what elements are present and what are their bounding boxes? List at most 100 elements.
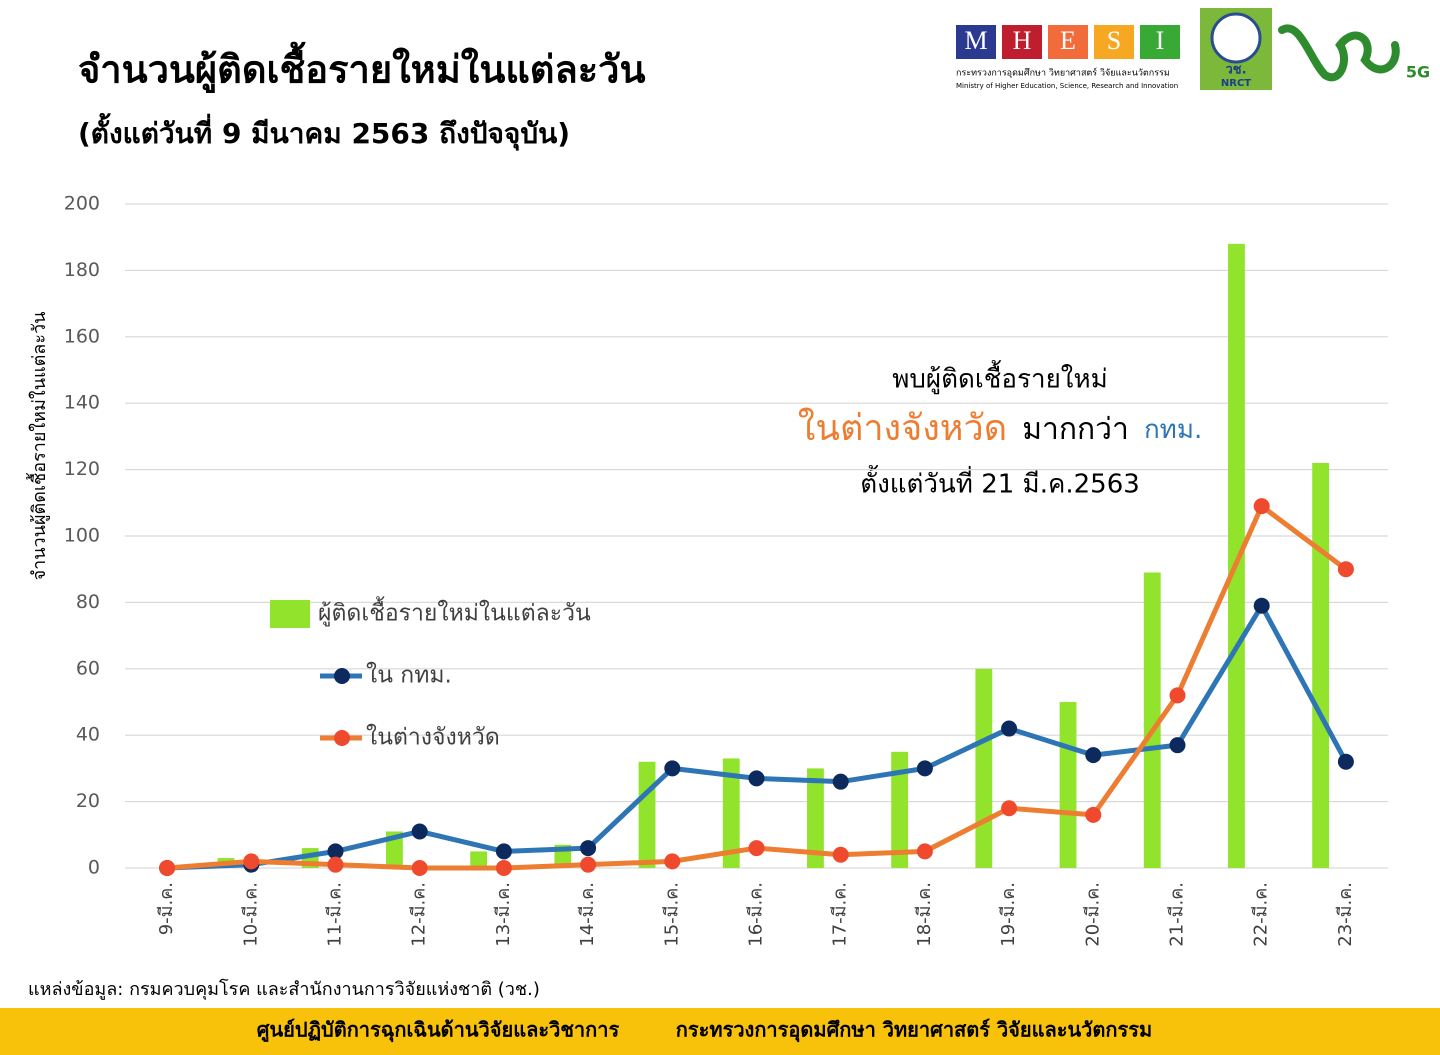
marker bbox=[1169, 687, 1186, 704]
y-tick-label: 20 bbox=[76, 790, 100, 812]
marker bbox=[1085, 806, 1102, 823]
logo-seal bbox=[1210, 12, 1262, 64]
marker bbox=[664, 760, 681, 777]
bar bbox=[638, 761, 656, 868]
x-tick-label: 19-มี.ค. bbox=[998, 882, 1019, 947]
bar bbox=[1228, 243, 1245, 869]
marker bbox=[664, 853, 681, 870]
x-tick-label: 15-มี.ค. bbox=[661, 882, 682, 947]
bar bbox=[1312, 462, 1330, 868]
logo-curve bbox=[1278, 24, 1400, 82]
footer-band bbox=[0, 1008, 1440, 1055]
y-tick-label: 60 bbox=[76, 657, 100, 679]
marker bbox=[832, 846, 849, 863]
x-tick-label: 11-มี.ค. bbox=[325, 882, 346, 947]
x-tick-label: 22-มี.ค. bbox=[1251, 882, 1272, 947]
x-tick-label: 17-มี.ค. bbox=[830, 882, 851, 947]
x-tick-label: 21-มี.ค. bbox=[1167, 882, 1188, 947]
bar bbox=[1143, 572, 1161, 868]
marker bbox=[1169, 737, 1186, 754]
source-note: แหล่งข้อมูล: กรมควบคุมโรค และสำนักงานการ… bbox=[28, 978, 540, 1000]
x-tick-label: 18-มี.ค. bbox=[914, 882, 935, 947]
legend-label: ในต่างจังหวัด bbox=[366, 724, 500, 751]
marker bbox=[1253, 597, 1270, 614]
logo-letter: E bbox=[1060, 26, 1076, 55]
logo-letter: S bbox=[1107, 26, 1121, 55]
logo-letter: I bbox=[1156, 26, 1165, 55]
marker bbox=[327, 843, 344, 860]
logo-text: 5G bbox=[1406, 63, 1430, 82]
chart-subtitle: (ตั้งแต่วันที่ 9 มีนาคม 2563 ถึงปัจจุบัน… bbox=[78, 112, 570, 151]
y-axis-label: จำนวนผู้ติดเชื้อรายใหม่ในแต่ละวัน bbox=[26, 312, 50, 581]
bar bbox=[470, 851, 488, 868]
y-tick-label: 80 bbox=[76, 591, 100, 613]
marker bbox=[411, 823, 428, 840]
marker bbox=[748, 840, 765, 857]
marker bbox=[159, 860, 176, 876]
x-tick-label: 20-มี.ค. bbox=[1082, 882, 1103, 947]
logo-text: Ministry of Higher Education, Science, R… bbox=[956, 82, 1178, 90]
marker bbox=[1337, 753, 1354, 770]
footer-text: ศูนย์ปฏิบัติการฉุกเฉินด้านวิจัยและวิชากา… bbox=[257, 1018, 620, 1044]
logo-box bbox=[1140, 25, 1180, 59]
marker bbox=[748, 770, 765, 787]
logo-letter: H bbox=[1013, 26, 1032, 55]
vc-logo: 5G bbox=[1278, 24, 1430, 82]
logo-letter: M bbox=[964, 26, 987, 55]
y-tick-label: 180 bbox=[64, 259, 100, 281]
marker bbox=[243, 853, 260, 870]
logo-box bbox=[956, 25, 996, 59]
marker bbox=[1001, 720, 1018, 737]
y-tick-label: 100 bbox=[64, 525, 100, 547]
marker bbox=[1337, 561, 1354, 578]
y-tick-label: 120 bbox=[64, 458, 100, 480]
marker bbox=[1085, 747, 1102, 764]
legend-marker bbox=[334, 668, 350, 684]
annotation-highlight: กทม. bbox=[1144, 415, 1202, 445]
bar bbox=[1059, 702, 1077, 868]
annotation-highlight: ในต่างจังหวัด bbox=[798, 407, 1007, 449]
marker bbox=[916, 843, 933, 860]
bar bbox=[722, 758, 740, 868]
legend: ผู้ติดเชื้อรายใหม่ในแต่ละวันใน กทม. ในต่า… bbox=[270, 597, 591, 751]
annotation: พบผู้ติดเชื้อรายใหม่ bbox=[892, 360, 1108, 395]
x-tick-label: 9-มี.ค. bbox=[156, 882, 177, 935]
x-tick-label: 16-มี.ค. bbox=[746, 882, 767, 947]
bar bbox=[807, 768, 824, 868]
annotation: ตั้งแต่วันที่ 21 มี.ค.2563 bbox=[860, 465, 1140, 500]
logo-box bbox=[1094, 25, 1134, 59]
marker bbox=[580, 840, 597, 857]
logo-text: NRCT bbox=[1221, 78, 1251, 89]
y-tick-label: 40 bbox=[76, 724, 100, 746]
annotation: ในต่างจังหวัด มากกว่า กทม. bbox=[798, 407, 1202, 449]
logo-box bbox=[1048, 25, 1088, 59]
marker bbox=[1001, 800, 1018, 817]
y-tick-label: 200 bbox=[64, 193, 100, 215]
x-tick-label: 10-มี.ค. bbox=[240, 882, 261, 947]
bar bbox=[975, 668, 993, 868]
annotation-text: มากกว่า bbox=[1022, 412, 1129, 447]
y-tick-label: 140 bbox=[64, 392, 100, 414]
x-tick-label: 13-มี.ค. bbox=[493, 882, 514, 947]
y-tick-label: 0 bbox=[88, 857, 100, 879]
mhesi-logo: M H E S I กระทรวงการอุดมศึกษา วิทยาศาสตร… bbox=[956, 25, 1180, 90]
marker bbox=[495, 860, 512, 876]
nrct-logo: วช. NRCT bbox=[1200, 8, 1272, 90]
x-tick-label: 14-มี.ค. bbox=[577, 882, 598, 947]
y-tick-label: 160 bbox=[64, 325, 100, 347]
footer-text: กระทรวงการอุดมศึกษา วิทยาศาสตร์ วิจัยและ… bbox=[676, 1018, 1152, 1043]
marker bbox=[1253, 498, 1270, 515]
marker bbox=[495, 843, 512, 860]
logo-box bbox=[1002, 25, 1042, 59]
marker bbox=[411, 860, 428, 876]
legend-label: ใน กทม. bbox=[366, 662, 452, 689]
legend-label: ผู้ติดเชื้อรายใหม่ในแต่ละวัน bbox=[318, 597, 591, 627]
legend-marker bbox=[334, 730, 350, 746]
bar bbox=[891, 751, 909, 868]
chart-title: จำนวนผู้ติดเชื้อรายใหม่ในแต่ละวัน bbox=[78, 42, 646, 94]
marker bbox=[916, 760, 933, 777]
x-tick-label: 23-มี.ค. bbox=[1335, 882, 1356, 947]
logo-text: กระทรวงการอุดมศึกษา วิทยาศาสตร์ วิจัยและ… bbox=[956, 67, 1170, 79]
